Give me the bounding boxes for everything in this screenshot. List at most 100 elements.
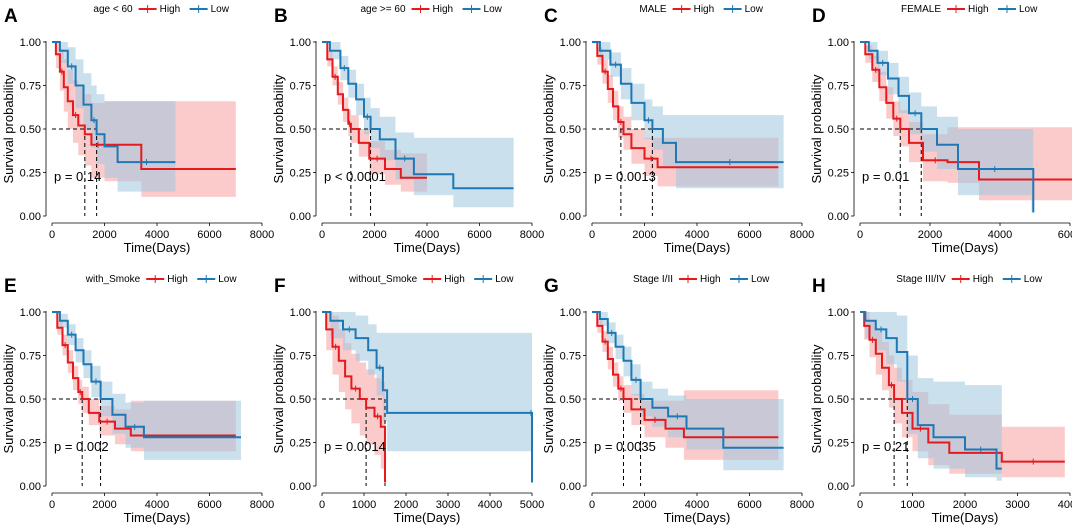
legend-label-high: High	[433, 4, 454, 15]
ci-band-high	[860, 312, 1065, 478]
legend: Stage I/II High Low	[633, 274, 770, 285]
y-tick-label: 0.25	[828, 438, 849, 450]
x-tick-label: 6000	[197, 229, 221, 241]
x-tick-label: 4000	[145, 229, 169, 241]
x-tick-label: 6000	[1058, 229, 1072, 241]
survival-curve-high	[322, 311, 386, 483]
survival-curve-low	[592, 41, 784, 164]
panel-letter: F	[274, 276, 286, 297]
legend: MALE High Low	[639, 4, 763, 15]
ci-band-low	[592, 42, 784, 189]
x-tick-label: 2000	[632, 229, 656, 241]
x-tick-label: 6000	[737, 229, 761, 241]
y-tick-label: 0.00	[20, 481, 41, 493]
y-tick-label: 0.00	[290, 211, 311, 223]
y-tick-label: 0.75	[828, 81, 849, 93]
y-tick-label: 0.00	[560, 481, 581, 493]
legend-label-high: High	[700, 274, 721, 285]
y-tick-label: 0.00	[560, 211, 581, 223]
x-tick-label: 0	[857, 499, 863, 511]
p-value: p = 0.002	[54, 439, 109, 454]
x-tick-label: 6000	[467, 229, 491, 241]
y-tick-label: 0.50	[20, 124, 41, 136]
p-value: p = 0.0014	[324, 439, 386, 454]
y-axis-title: Survival probability	[271, 344, 286, 454]
y-tick-label: 0.25	[828, 168, 849, 180]
x-tick-label: 0	[589, 499, 595, 511]
p-value: p < 0.0001	[324, 169, 386, 184]
y-tick-label: 0.75	[290, 81, 311, 93]
survival-curve-low	[52, 41, 176, 164]
x-axis-title: Time(Days)	[932, 240, 999, 255]
x-tick-label: 4000	[478, 499, 502, 511]
legend-label-high: High	[968, 4, 989, 15]
x-tick-label: 1000	[352, 499, 376, 511]
y-tick-label: 0.25	[290, 438, 311, 450]
x-axis-title: Time(Days)	[124, 240, 191, 255]
y-tick-label: 1.00	[290, 307, 311, 319]
legend-title: age >= 60	[360, 4, 405, 15]
y-tick-label: 1.00	[828, 307, 849, 319]
y-tick-label: 0.25	[20, 168, 41, 180]
panel-letter: C	[544, 6, 558, 27]
legend-label-high: High	[160, 4, 181, 15]
y-tick-label: 0.25	[20, 438, 41, 450]
y-tick-label: 0.25	[290, 168, 311, 180]
legend: Stage III/IV High Low	[896, 274, 1043, 285]
x-tick-label: 8000	[790, 229, 814, 241]
y-axis-title: Survival probability	[541, 344, 556, 454]
y-tick-label: 0.75	[560, 81, 581, 93]
legend-label-low: Low	[1024, 274, 1043, 285]
panel-letter: D	[812, 6, 826, 27]
p-value: p = 0.21	[862, 439, 909, 454]
y-tick-label: 0.50	[828, 124, 849, 136]
x-axis-title: Time(Days)	[394, 240, 461, 255]
legend-label-low: Low	[484, 4, 503, 15]
legend-label-high: High	[973, 274, 994, 285]
legend-label-low: Low	[751, 274, 770, 285]
p-value: p = 0.01	[862, 169, 909, 184]
x-tick-label: 5000	[520, 499, 544, 511]
panel-g: G Stage I/II High Low 0.00 0.25 0.50 0.75 1.00 0 2…	[541, 274, 814, 525]
legend-label-low: Low	[1019, 4, 1038, 15]
ci-band-low	[52, 42, 176, 192]
x-axis-title: Time(Days)	[124, 510, 191, 525]
p-value: p = 0.0035	[594, 439, 656, 454]
panel-h: H Stage III/IV High Low 0.00 0.25 0.50 0.75 1.00…	[809, 274, 1072, 525]
legend-title: MALE	[639, 4, 667, 15]
panel-letter: G	[544, 276, 559, 297]
x-axis-title: Time(Days)	[394, 510, 461, 525]
x-tick-label: 8000	[250, 499, 274, 511]
y-tick-label: 1.00	[828, 37, 849, 49]
legend-label-low: Low	[745, 4, 764, 15]
x-tick-label: 0	[49, 229, 55, 241]
x-tick-label: 4000	[685, 499, 709, 511]
y-tick-label: 0.00	[828, 481, 849, 493]
x-tick-label: 6000	[197, 499, 221, 511]
survival-curve-low	[860, 41, 1035, 213]
legend-title: Stage I/II	[633, 274, 673, 285]
x-axis-title: Time(Days)	[932, 510, 999, 525]
x-tick-label: 8000	[250, 229, 274, 241]
x-axis-title: Time(Days)	[664, 240, 731, 255]
x-tick-label: 4000	[145, 499, 169, 511]
y-tick-label: 0.75	[290, 351, 311, 363]
x-tick-label: 2000	[362, 229, 386, 241]
y-tick-label: 0.50	[290, 394, 311, 406]
y-tick-label: 0.75	[560, 351, 581, 363]
legend: age >= 60 High Low	[360, 4, 502, 15]
panel-letter: H	[812, 276, 826, 297]
x-tick-label: 4000	[685, 229, 709, 241]
y-tick-label: 0.00	[290, 481, 311, 493]
panel-c: C MALE High Low 0.00 0.25 0.50 0.75 1.00 0 2000 400…	[541, 4, 814, 255]
legend-label-high: High	[694, 4, 715, 15]
x-tick-label: 4000	[415, 229, 439, 241]
y-axis-title: Survival probability	[809, 74, 824, 184]
x-tick-label: 2000	[92, 499, 116, 511]
ci-band-low	[322, 42, 514, 208]
legend: with_Smoke High Low	[85, 274, 238, 285]
x-tick-label: 2000	[918, 229, 942, 241]
y-axis-title: Survival probability	[1, 74, 16, 184]
ci-band-low	[52, 312, 241, 460]
